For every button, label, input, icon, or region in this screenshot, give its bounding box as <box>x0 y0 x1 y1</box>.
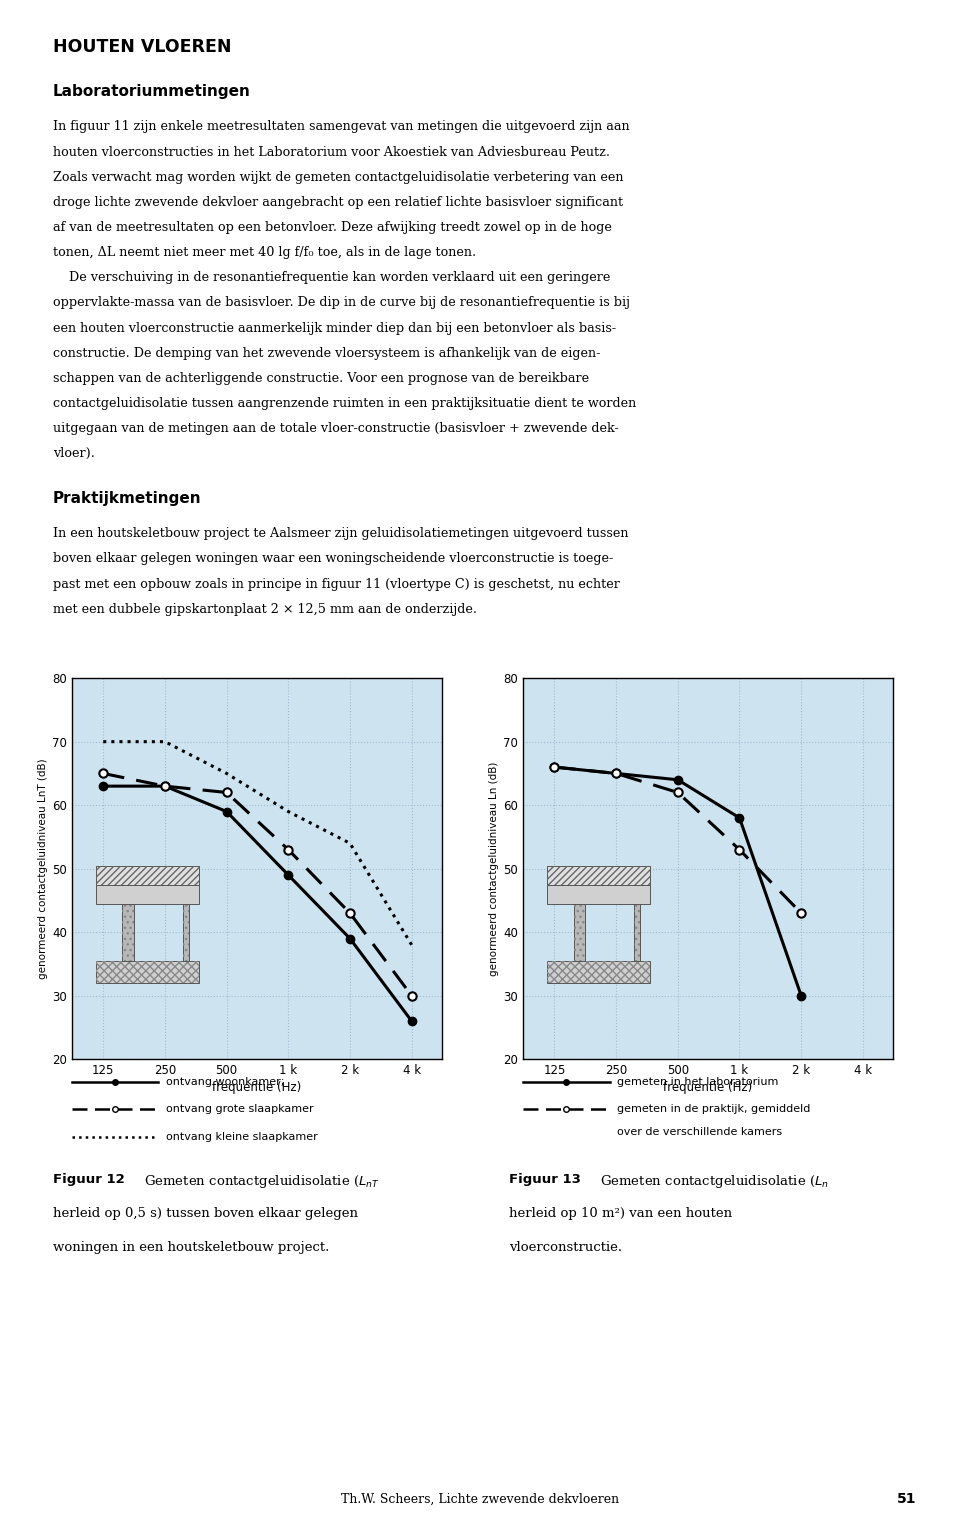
Bar <box>547 866 650 884</box>
Bar <box>96 884 199 904</box>
Text: gemeten in de praktijk, gemiddeld: gemeten in de praktijk, gemiddeld <box>617 1105 810 1114</box>
Bar <box>96 960 199 983</box>
Text: boven elkaar gelegen woningen waar een woningscheidende vloerconstructie is toeg: boven elkaar gelegen woningen waar een w… <box>53 552 613 565</box>
Bar <box>547 960 650 983</box>
Text: In figuur 11 zijn enkele meetresultaten samengevat van metingen die uitgevoerd z: In figuur 11 zijn enkele meetresultaten … <box>53 120 630 134</box>
Text: In een houtskeletbouw project te Aalsmeer zijn geluidisolatiemetingen uitgevoerd: In een houtskeletbouw project te Aalsmee… <box>53 527 628 541</box>
Text: constructie. De demping van het zwevende vloersysteem is afhankelijk van de eige: constructie. De demping van het zwevende… <box>53 346 600 360</box>
Text: 51: 51 <box>898 1492 917 1506</box>
Text: woningen in een houtskeletbouw project.: woningen in een houtskeletbouw project. <box>53 1241 329 1254</box>
Text: schappen van de achterliggende constructie. Voor een prognose van de bereikbare: schappen van de achterliggende construct… <box>53 372 588 386</box>
Bar <box>573 904 586 960</box>
Bar <box>547 960 650 983</box>
Text: ontvang grote slaapkamer: ontvang grote slaapkamer <box>166 1105 314 1114</box>
Text: droge lichte zwevende dekvloer aangebracht op een relatief lichte basisvloer sig: droge lichte zwevende dekvloer aangebrac… <box>53 195 623 209</box>
Text: met een dubbele gipskartonplaat 2 × 12,5 mm aan de onderzijde.: met een dubbele gipskartonplaat 2 × 12,5… <box>53 602 477 616</box>
X-axis label: frequentie (Hz): frequentie (Hz) <box>663 1081 753 1094</box>
X-axis label: frequentie (Hz): frequentie (Hz) <box>212 1081 301 1094</box>
Bar <box>182 904 189 960</box>
Bar <box>634 904 640 960</box>
Text: uitgegaan van de metingen aan de totale vloer-constructie (basisvloer + zwevende: uitgegaan van de metingen aan de totale … <box>53 422 618 436</box>
Text: Figuur 13: Figuur 13 <box>509 1173 581 1187</box>
Bar <box>573 904 586 960</box>
Text: contactgeluidisolatie tussen aangrenzende ruimten in een praktijksituatie dient : contactgeluidisolatie tussen aangrenzend… <box>53 396 636 410</box>
Text: Praktijkmetingen: Praktijkmetingen <box>53 491 202 506</box>
Text: af van de meetresultaten op een betonvloer. Deze afwijking treedt zowel op in de: af van de meetresultaten op een betonvlo… <box>53 221 612 235</box>
Bar <box>122 904 134 960</box>
Text: tonen, ΔL neemt niet meer met 40 lg f/f₀ toe, als in de lage tonen.: tonen, ΔL neemt niet meer met 40 lg f/f₀… <box>53 245 476 259</box>
Y-axis label: genormeerd contactgeluidniveau LnT (dB): genormeerd contactgeluidniveau LnT (dB) <box>38 759 48 978</box>
Text: past met een opbouw zoals in principe in figuur 11 (vloertype C) is geschetst, n: past met een opbouw zoals in principe in… <box>53 578 619 591</box>
Bar <box>634 904 640 960</box>
Text: houten vloerconstructies in het Laboratorium voor Akoestiek van Adviesbureau Peu: houten vloerconstructies in het Laborato… <box>53 146 610 158</box>
Text: Figuur 12: Figuur 12 <box>53 1173 125 1187</box>
Y-axis label: genormeerd contactgeluidniveau Ln (dB): genormeerd contactgeluidniveau Ln (dB) <box>490 762 499 975</box>
Bar <box>547 884 650 904</box>
Text: HOUTEN VLOEREN: HOUTEN VLOEREN <box>53 38 231 56</box>
Bar <box>96 866 199 884</box>
Text: ontvang woonkamer;: ontvang woonkamer; <box>166 1077 284 1087</box>
Text: over de verschillende kamers: over de verschillende kamers <box>617 1128 782 1137</box>
Text: De verschuiving in de resonantiefrequentie kan worden verklaard uit een geringer: De verschuiving in de resonantiefrequent… <box>53 271 611 285</box>
Bar <box>547 866 650 884</box>
Text: oppervlakte-massa van de basisvloer. De dip in de curve bij de resonantiefrequen: oppervlakte-massa van de basisvloer. De … <box>53 296 630 309</box>
Bar <box>122 904 134 960</box>
Text: Laboratoriummetingen: Laboratoriummetingen <box>53 84 251 99</box>
Bar <box>182 904 189 960</box>
Bar <box>96 960 199 983</box>
Text: Zoals verwacht mag worden wijkt de gemeten contactgeluidisolatie verbetering van: Zoals verwacht mag worden wijkt de gemet… <box>53 171 623 184</box>
Text: een houten vloerconstructie aanmerkelijk minder diep dan bij een betonvloer als : een houten vloerconstructie aanmerkelijk… <box>53 322 616 335</box>
Text: Gemeten contactgeluidisolatie ($L_{nT}$: Gemeten contactgeluidisolatie ($L_{nT}$ <box>144 1173 380 1190</box>
Text: ontvang kleine slaapkamer: ontvang kleine slaapkamer <box>166 1132 318 1141</box>
Text: Th.W. Scheers, Lichte zwevende dekvloeren: Th.W. Scheers, Lichte zwevende dekvloere… <box>341 1492 619 1506</box>
Bar <box>96 866 199 884</box>
Text: gemeten in het laboratorium: gemeten in het laboratorium <box>617 1077 779 1087</box>
Text: vloer).: vloer). <box>53 447 95 460</box>
Text: vloerconstructie.: vloerconstructie. <box>509 1241 622 1254</box>
Text: herleid op 10 m²) van een houten: herleid op 10 m²) van een houten <box>509 1207 732 1221</box>
Text: Gemeten contactgeluidisolatie ($L_{n}$: Gemeten contactgeluidisolatie ($L_{n}$ <box>600 1173 829 1190</box>
Text: herleid op 0,5 s) tussen boven elkaar gelegen: herleid op 0,5 s) tussen boven elkaar ge… <box>53 1207 358 1221</box>
